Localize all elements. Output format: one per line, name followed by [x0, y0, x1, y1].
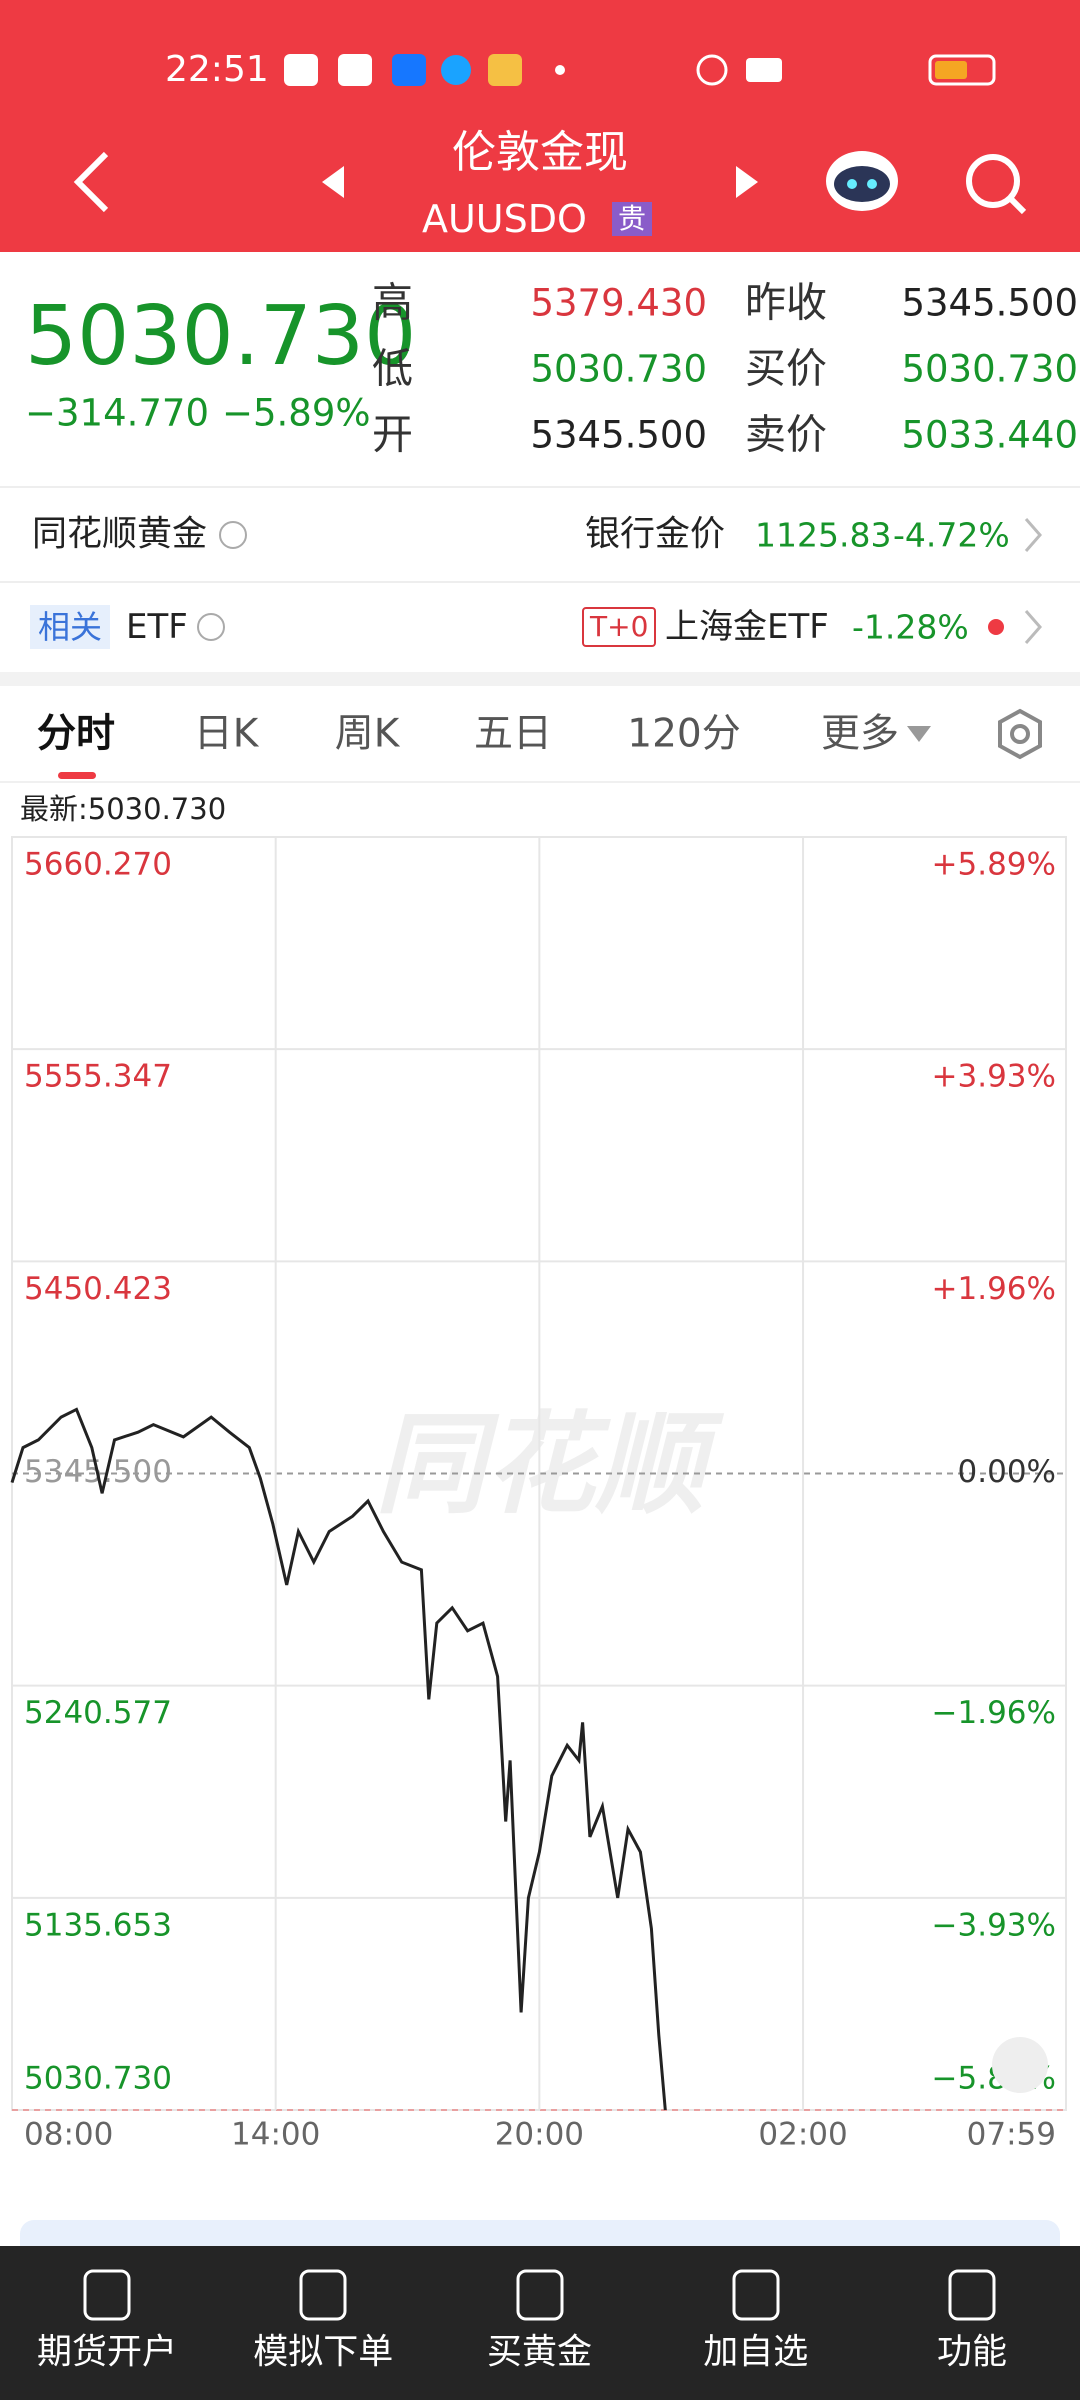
- header-bar: [0, 0, 1080, 252]
- nav-icon[interactable]: [942, 2265, 1002, 2325]
- page-title: 伦敦金现: [452, 127, 628, 178]
- stat-label: 卖价: [745, 410, 827, 459]
- t0-badge: T+0: [582, 607, 657, 647]
- nav-label[interactable]: 期货开户: [36, 2332, 178, 2373]
- search-button[interactable]: [962, 150, 1032, 220]
- etf-fund[interactable]: 上海金ETF: [665, 607, 829, 647]
- expand-button[interactable]: [992, 2037, 1048, 2093]
- x-tick-label: 07:59: [967, 2117, 1056, 2153]
- y2-tick-label: −3.93%: [932, 1908, 1056, 1944]
- tab[interactable]: 更多: [820, 711, 900, 757]
- y-tick-label: 5660.270: [24, 847, 172, 883]
- y2-tick-label: −1.96%: [932, 1695, 1056, 1731]
- help-icon[interactable]: [218, 520, 248, 550]
- prev-arrow[interactable]: [318, 162, 348, 202]
- divider: [0, 486, 1080, 488]
- settings-button[interactable]: [994, 708, 1046, 760]
- divider: [0, 672, 1080, 686]
- bank-pct: -4.72%: [893, 515, 1010, 555]
- stat-label: 买价: [745, 344, 827, 393]
- help-icon[interactable]: [196, 612, 226, 642]
- stat-value: 5030.730: [530, 347, 707, 391]
- tab[interactable]: 120分: [627, 711, 741, 757]
- chevron[interactable]: [1022, 515, 1046, 555]
- y2-tick-label: +5.89%: [932, 847, 1056, 883]
- x-tick-label: 14:00: [231, 2117, 320, 2153]
- code: AUUSDO: [422, 197, 587, 241]
- stat-value: 5030.730: [901, 347, 1078, 391]
- change: −314.770: [25, 391, 210, 435]
- etf-tag: 相关: [30, 605, 111, 649]
- y-tick-label: 5555.347: [24, 1059, 172, 1095]
- nav-icon[interactable]: [77, 2265, 137, 2325]
- price: 5030.730: [25, 289, 417, 384]
- nav-label[interactable]: 加自选: [703, 2332, 809, 2373]
- tab-underline: [58, 772, 96, 779]
- next-arrow[interactable]: [732, 162, 762, 202]
- tab[interactable]: 日K: [193, 711, 259, 757]
- change-pct: −5.89%: [222, 391, 371, 435]
- tab[interactable]: 周K: [334, 711, 400, 757]
- x-tick-label: 02:00: [758, 2117, 847, 2153]
- y-tick-label: 5450.423: [24, 1271, 172, 1307]
- y-tick-label: 5030.730: [24, 2061, 172, 2097]
- gold-name[interactable]: 同花顺黄金: [32, 514, 208, 555]
- nav-icon[interactable]: [510, 2265, 570, 2325]
- bank-price: 1125.83: [755, 515, 892, 555]
- latest-label: 最新:5030.730: [20, 792, 226, 826]
- nav-label[interactable]: 模拟下单: [253, 2332, 394, 2373]
- x-tick-label: 08:00: [24, 2117, 113, 2153]
- stat-value: 5345.500: [901, 281, 1078, 325]
- stat-value: 5033.440: [901, 413, 1078, 457]
- tab[interactable]: 分时: [36, 711, 116, 757]
- y2-tick-label: 0.00%: [958, 1454, 1056, 1490]
- stat-label: 低: [372, 344, 413, 393]
- stat-label: 开: [372, 410, 413, 459]
- stat-label: 昨收: [745, 278, 827, 327]
- y2-tick-label: +3.93%: [932, 1058, 1056, 1094]
- divider: [0, 781, 1080, 783]
- status-icons: [284, 54, 996, 86]
- divider: [0, 581, 1080, 583]
- y-tick-label: 5135.653: [24, 1907, 172, 1943]
- robot-button[interactable]: [822, 146, 902, 216]
- back-button[interactable]: [70, 150, 120, 214]
- y2-tick-label: +1.96%: [932, 1271, 1056, 1307]
- status-time: 22:51: [165, 49, 269, 90]
- chevron[interactable]: [1022, 607, 1046, 647]
- stat-value: 5345.500: [530, 413, 707, 457]
- chart: 同花顺 最新:5030.730 5660.270 5555.347 5450.423…: [10, 792, 1067, 2153]
- bank-label: 银行金价: [585, 514, 726, 555]
- badge: 贵: [612, 202, 653, 236]
- dot: [988, 619, 1004, 635]
- price-line: [10, 1407, 667, 2111]
- nav-icon[interactable]: [293, 2265, 353, 2325]
- nav-label[interactable]: 买黄金: [486, 2332, 593, 2373]
- x-tick-label: 20:00: [495, 2117, 584, 2153]
- more-caret: [907, 726, 931, 742]
- nav-icon[interactable]: [726, 2265, 786, 2325]
- tab[interactable]: 五日: [473, 711, 553, 757]
- watermark: 同花顺: [375, 1400, 725, 1528]
- y-tick-label: 5240.577: [24, 1695, 172, 1731]
- etf-pct: -1.28%: [852, 607, 969, 647]
- stat-label: 高: [372, 278, 413, 327]
- etf-name[interactable]: ETF: [126, 607, 188, 647]
- stat-value: 5379.430: [530, 281, 707, 325]
- nav-label[interactable]: 功能: [936, 2332, 1008, 2373]
